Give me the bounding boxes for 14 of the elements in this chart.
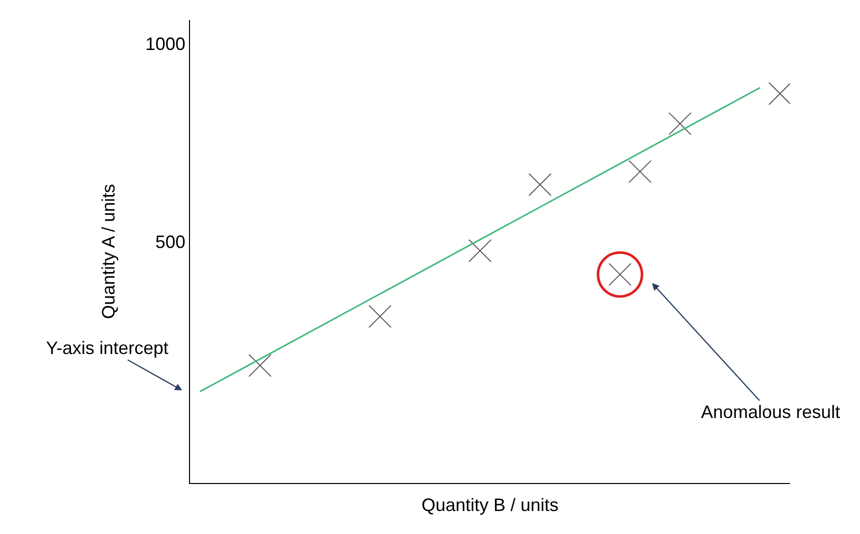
point: [768, 82, 790, 106]
y-axis-title: Quantity A / units: [98, 184, 119, 320]
point: [628, 160, 652, 184]
x-axis-title: Quantity B / units: [421, 495, 559, 516]
point: [668, 112, 692, 136]
text: Y-axis intercept: [46, 338, 168, 358]
y-tick-label: 1000: [145, 34, 186, 54]
y-tick-label: 500: [155, 232, 186, 252]
annotation: Anomalous result: [701, 402, 840, 422]
point: [248, 354, 272, 377]
point: [468, 239, 492, 262]
point: [596, 251, 644, 298]
point: [368, 304, 392, 328]
point: [528, 173, 552, 196]
